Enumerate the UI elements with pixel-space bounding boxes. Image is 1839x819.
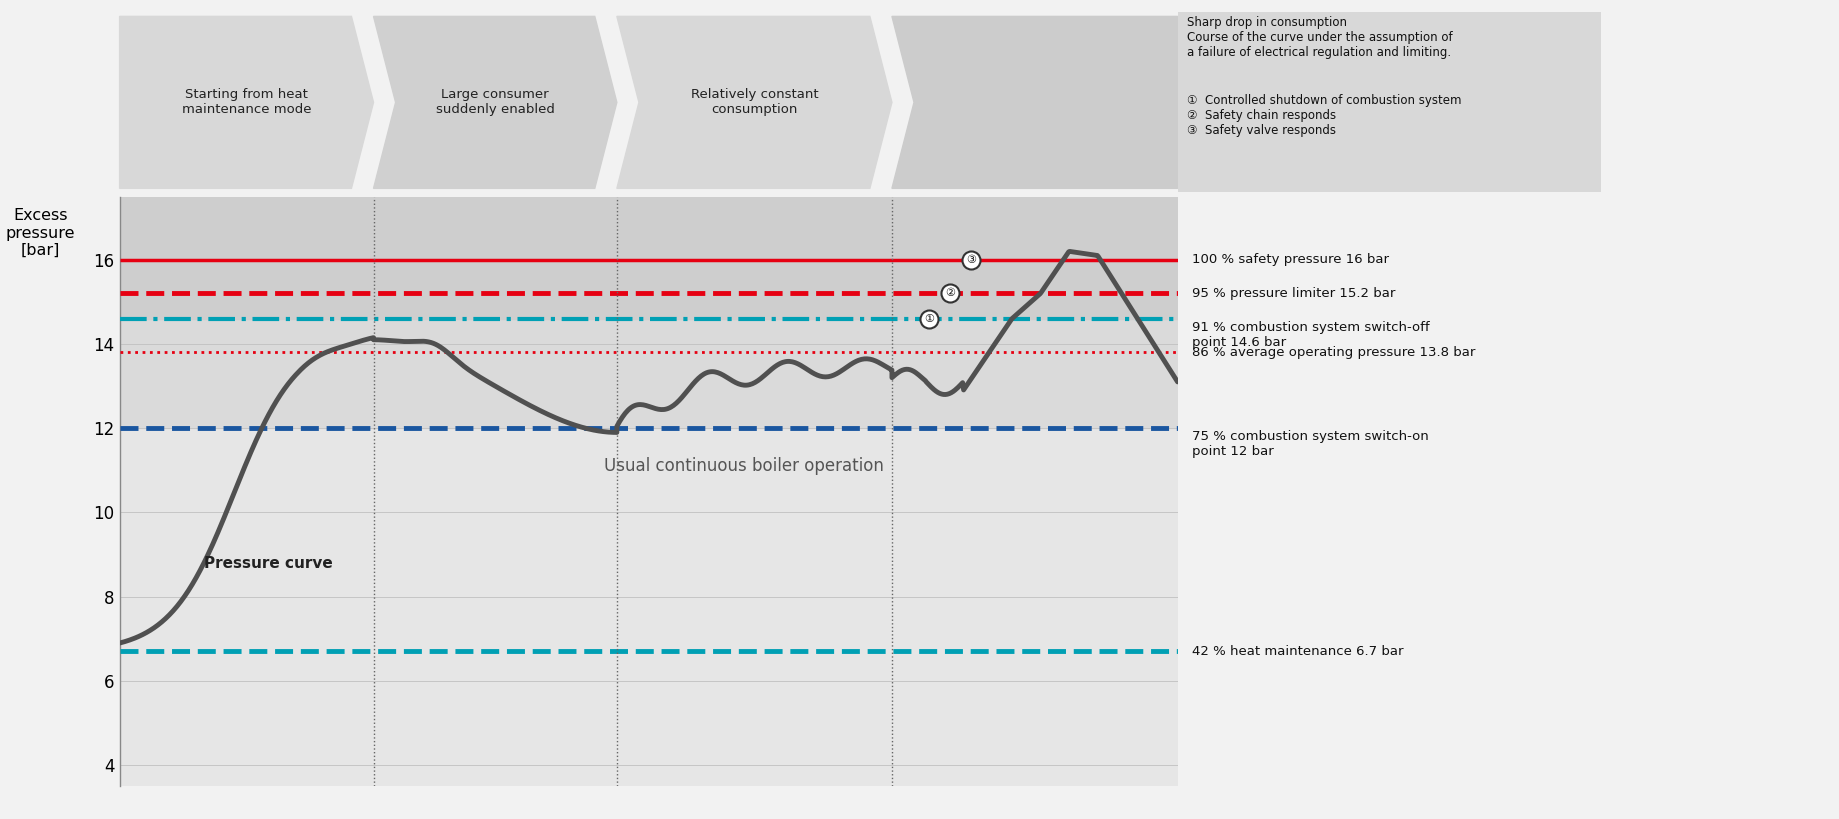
Bar [120, 428, 1177, 786]
Text: ①  Controlled shutdown of combustion system
②  Safety chain responds
③  Safety v: ① Controlled shutdown of combustion syst… [1186, 94, 1460, 138]
Bar [120, 197, 1177, 319]
Text: 86 % average operating pressure 13.8 bar: 86 % average operating pressure 13.8 bar [1192, 346, 1475, 359]
Text: Large consumer
suddenly enabled: Large consumer suddenly enabled [436, 88, 554, 116]
Text: ②: ② [945, 288, 954, 298]
Text: Sharp drop in consumption
Course of the curve under the assumption of
a failure : Sharp drop in consumption Course of the … [1186, 16, 1451, 60]
Text: 91 % combustion system switch-off
point 14.6 bar: 91 % combustion system switch-off point … [1192, 321, 1429, 349]
Text: 95 % pressure limiter 15.2 bar: 95 % pressure limiter 15.2 bar [1192, 287, 1396, 300]
Text: 100 % safety pressure 16 bar: 100 % safety pressure 16 bar [1192, 253, 1388, 266]
Bar [120, 319, 1177, 428]
Text: Starting from heat
maintenance mode: Starting from heat maintenance mode [182, 88, 311, 116]
Text: 42 % heat maintenance 6.7 bar: 42 % heat maintenance 6.7 bar [1192, 645, 1403, 658]
Text: ①: ① [923, 314, 934, 324]
Text: Usual continuous boiler operation: Usual continuous boiler operation [603, 457, 883, 475]
Y-axis label: Excess
pressure
[bar]: Excess pressure [bar] [6, 208, 75, 258]
Text: 75 % combustion system switch-on
point 12 bar: 75 % combustion system switch-on point 1… [1192, 430, 1429, 459]
Text: Pressure curve: Pressure curve [204, 555, 333, 571]
Text: Relatively constant
consumption: Relatively constant consumption [690, 88, 818, 116]
Text: ③: ③ [965, 255, 977, 265]
